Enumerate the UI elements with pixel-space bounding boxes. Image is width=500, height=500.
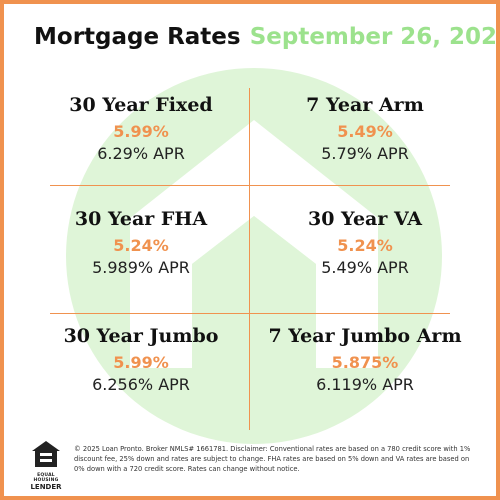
page-title: Mortgage Rates September 26, 2025 — [34, 24, 496, 64]
rate-label: 7 Year Jumbo Arm — [268, 325, 462, 347]
rate-value: 5.24% — [113, 236, 169, 255]
equal-housing-lender-logo: EQUAL HOUSING LENDER — [26, 440, 66, 491]
grid-divider-top — [50, 185, 450, 186]
rate-label: 30 Year FHA — [74, 208, 208, 230]
background-logo-icon — [66, 68, 442, 444]
apr-value: 5.49% APR — [321, 258, 409, 277]
apr-value: 5.79% APR — [321, 144, 409, 163]
rate-cell-30-year-jumbo: 30 Year Jumbo 5.99% 6.256% APR — [31, 324, 251, 396]
logo-line1: EQUAL HOUSING — [33, 473, 59, 483]
rate-value: 5.99% — [113, 353, 169, 372]
apr-value: 6.119% APR — [316, 375, 414, 394]
rate-label: 30 Year VA — [308, 208, 422, 230]
rate-label: 30 Year Fixed — [69, 94, 213, 116]
rate-value: 5.99% — [113, 122, 169, 141]
rate-value: 5.875% — [331, 353, 399, 372]
title-date: September 26, 2025 — [249, 24, 500, 50]
grid-divider-bottom — [50, 313, 450, 314]
apr-value: 6.29% APR — [97, 144, 185, 163]
rate-value: 5.24% — [337, 236, 393, 255]
apr-value: 6.256% APR — [92, 375, 190, 394]
rate-value: 5.49% — [337, 122, 393, 141]
apr-value: 5.989% APR — [92, 258, 190, 277]
disclaimer-text: © 2025 Loan Pronto. Broker NMLS# 1661781… — [74, 445, 471, 473]
rate-cell-30-year-va: 30 Year VA 5.24% 5.49% APR — [255, 207, 475, 279]
rate-cell-7-year-arm: 7 Year Arm 5.49% 5.79% APR — [255, 93, 475, 165]
grid-divider-vertical — [249, 88, 250, 430]
rate-cell-30-year-fha: 30 Year FHA 5.24% 5.989% APR — [31, 207, 251, 279]
rate-cell-30-year-fixed: 30 Year Fixed 5.99% 6.29% APR — [31, 93, 251, 165]
logo-line2: LENDER — [30, 483, 62, 491]
rate-label: 30 Year Jumbo — [63, 325, 219, 347]
rate-cell-7-year-jumbo-arm: 7 Year Jumbo Arm 5.875% 6.119% APR — [255, 324, 475, 396]
rate-label: 7 Year Arm — [306, 94, 424, 116]
equal-housing-house-icon — [32, 441, 60, 467]
title-text: Mortgage Rates — [34, 24, 241, 50]
